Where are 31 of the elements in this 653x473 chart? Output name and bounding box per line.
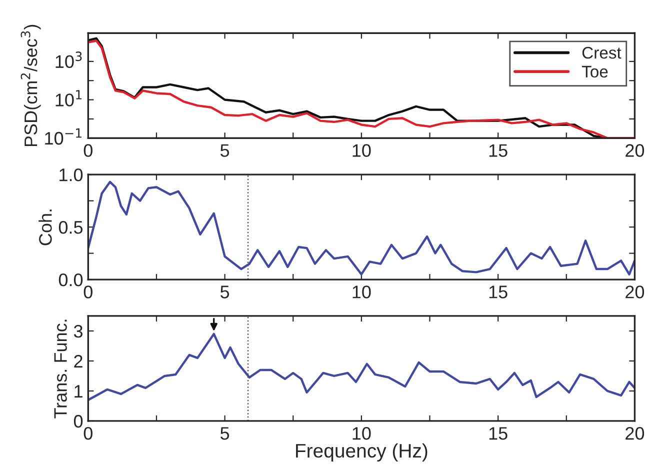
x-tick-label: 5	[220, 144, 230, 157]
x-tick-label: 20	[626, 144, 644, 157]
x-tick-label: 5	[220, 427, 230, 440]
x-tick-label: 0	[84, 286, 92, 298]
y-axis-title: PSD(cm$^{2}$/sec$^{3}$)	[20, 24, 41, 146]
x-tick-label: 10	[352, 286, 371, 298]
x-tick-label: 15	[489, 286, 508, 298]
y-tick-label: 10$^{1}$	[56, 90, 82, 106]
x-tick-label: 5	[220, 286, 230, 298]
legend-label: Toe	[582, 66, 608, 78]
y-tick-label: 10$^{−1}$	[45, 128, 82, 145]
x-axis-title: Frequency (Hz)	[296, 443, 428, 462]
x-tick-label: 0	[84, 427, 92, 440]
x-tick-label: 15	[489, 144, 508, 157]
y-axis-title: Coh.	[38, 210, 52, 246]
y-tick-label: 2	[74, 354, 82, 368]
x-tick-label: 0	[84, 144, 92, 157]
y-tick-label: 0.0	[58, 273, 83, 286]
y-tick-label: 0.5	[58, 220, 83, 234]
x-tick-label: 10	[352, 144, 371, 157]
x-tick-label: 10	[352, 427, 371, 440]
y-axis-title: Trans. Func.	[54, 320, 67, 418]
legend-label: Crest	[582, 46, 622, 59]
y-tick-label: 3	[74, 324, 82, 338]
y-tick-label: 0	[74, 414, 83, 428]
x-tick-label: 20	[626, 286, 644, 298]
x-tick-label: 20	[626, 427, 644, 440]
x-tick-label: 15	[489, 427, 508, 440]
y-tick-label: 1	[74, 385, 82, 398]
y-tick-label: 10$^{3}$	[56, 52, 82, 68]
y-tick-label: 1.0	[60, 168, 83, 182]
